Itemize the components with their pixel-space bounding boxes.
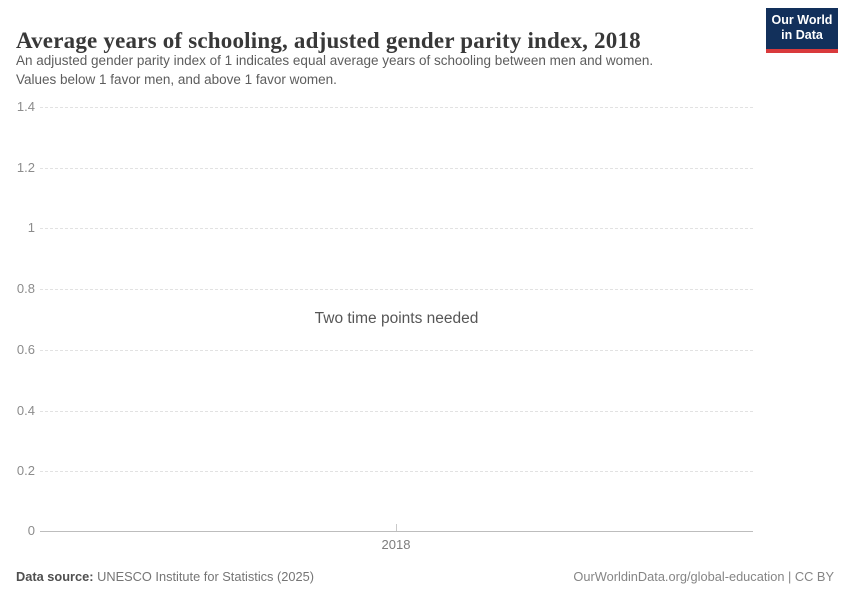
no-data-message: Two time points needed — [314, 310, 479, 327]
owid-logo-line2: in Data — [781, 28, 823, 42]
data-source-label: Data source: — [16, 569, 94, 584]
y-tick-label: 1.4 — [16, 99, 35, 114]
chart-subtitle-line2: Values below 1 favor men, and above 1 fa… — [16, 72, 337, 87]
owid-credit-link[interactable]: OurWorldinData.org/global-education | CC… — [573, 569, 834, 584]
owid-logo[interactable]: Our World in Data — [766, 8, 838, 53]
chart-subtitle-line1: An adjusted gender parity index of 1 ind… — [16, 53, 654, 68]
chart-title: Average years of schooling, adjusted gen… — [16, 28, 641, 54]
x-axis-line — [40, 531, 753, 532]
gridline — [40, 168, 753, 169]
y-tick-label: 0 — [27, 523, 35, 538]
gridline — [40, 289, 753, 290]
gridline — [40, 107, 753, 108]
owid-logo-line1: Our World — [771, 13, 833, 27]
y-tick-label: 1 — [27, 220, 35, 235]
y-tick-label: 0.6 — [16, 342, 35, 357]
gridline — [40, 411, 753, 412]
gridline — [40, 228, 753, 229]
x-tick-mark — [396, 524, 397, 531]
gridline — [40, 350, 753, 351]
y-tick-label: 0.4 — [16, 403, 35, 418]
gridline — [40, 471, 753, 472]
y-tick-label: 1.2 — [16, 160, 35, 175]
chart-subtitle: An adjusted gender parity index of 1 ind… — [16, 51, 756, 89]
y-tick-label: 0.8 — [16, 281, 35, 296]
data-source-note: Data source: UNESCO Institute for Statis… — [16, 569, 314, 584]
data-source-text: UNESCO Institute for Statistics (2025) — [97, 569, 315, 584]
y-tick-label: 0.2 — [16, 463, 35, 478]
x-tick-label: 2018 — [381, 537, 411, 552]
